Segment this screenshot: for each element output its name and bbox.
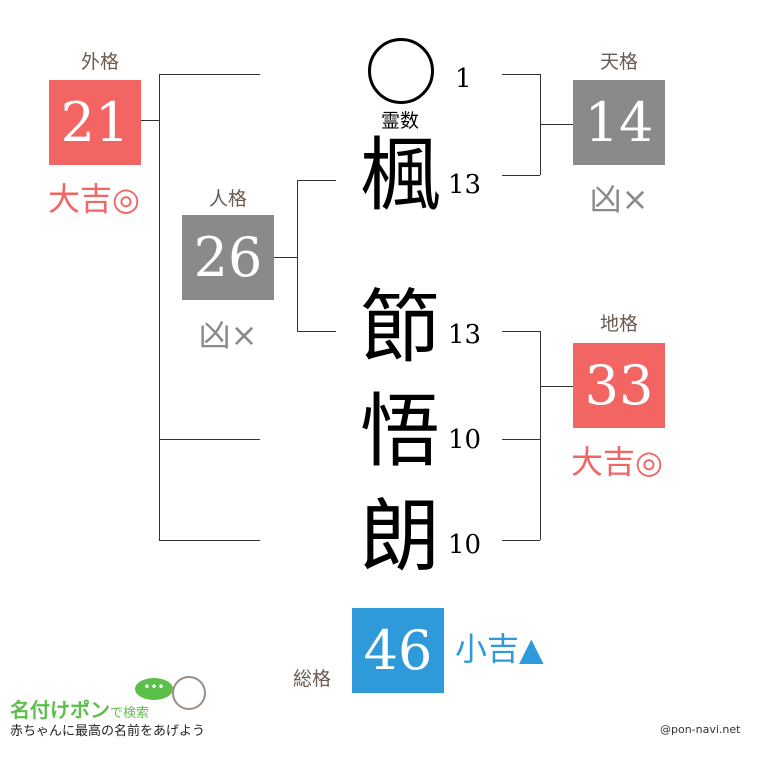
bracket-line (159, 74, 160, 540)
chikaku-label: 地格 (599, 313, 639, 335)
bracket-line (297, 180, 298, 331)
baby-face-icon (172, 676, 206, 710)
bracket-line (502, 439, 540, 440)
bracket-line (297, 331, 336, 332)
name-char: 悟 (360, 385, 440, 478)
tenkaku-value: 14 (573, 80, 665, 165)
bracket-line (159, 540, 260, 541)
gaikaku-value: 21 (49, 80, 141, 165)
gaikaku-label: 外格 (80, 51, 120, 73)
chikaku-value: 33 (573, 343, 665, 428)
bracket-line (540, 386, 573, 387)
name-char: 朗 (360, 490, 440, 583)
chikaku-fortune: 大吉◎ (571, 443, 663, 481)
char-strokes: 13 (448, 320, 482, 350)
tenkaku-label: 天格 (599, 51, 639, 73)
jinkaku-fortune: 凶× (198, 316, 258, 354)
soukaku-label: 総格 (292, 668, 332, 690)
reisu-strokes: 1 (455, 64, 472, 94)
char-strokes: 13 (448, 170, 482, 200)
bracket-line (297, 180, 336, 181)
bracket-line (502, 175, 540, 176)
bracket-line (540, 124, 573, 125)
reisu-label: 霊数 (380, 110, 420, 132)
char-strokes: 10 (448, 530, 482, 560)
jinkaku-label: 人格 (208, 188, 248, 210)
bracket-line (274, 257, 297, 258)
bracket-line (159, 74, 260, 75)
bracket-line (159, 439, 260, 440)
jinkaku-value: 26 (182, 215, 274, 300)
bracket-line (502, 540, 540, 541)
logo-suffix: で検索 (110, 706, 150, 721)
bracket-line (540, 331, 541, 540)
reisu-circle-icon (368, 38, 434, 104)
credit: @pon-navi.net (660, 723, 741, 736)
name-char: 楓 (360, 129, 440, 222)
gaikaku-fortune: 大吉◎ (48, 180, 140, 218)
tenkaku-fortune: 凶× (589, 180, 649, 218)
bracket-line (502, 331, 540, 332)
logo-title: 名付けポン (10, 698, 110, 722)
logo-tagline: 赤ちゃんに最高の名前をあげよう (10, 724, 206, 739)
bracket-line (141, 120, 159, 121)
soukaku-value: 46 (352, 608, 444, 693)
chat-bubble-icon: ••• (135, 678, 173, 700)
logo[interactable]: 名付けポンで検索 (10, 694, 149, 723)
bracket-line (502, 74, 540, 75)
soukaku-fortune: 小吉▲ (455, 630, 544, 668)
name-char: 節 (360, 281, 440, 374)
char-strokes: 10 (448, 425, 482, 455)
